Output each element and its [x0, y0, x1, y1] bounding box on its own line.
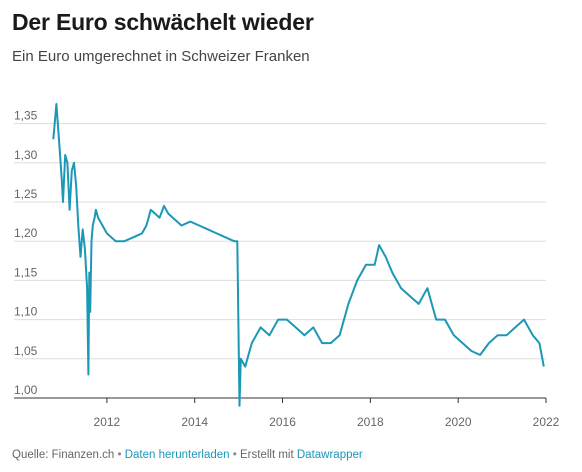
chart-title: Der Euro schwächelt wieder: [12, 9, 314, 35]
grid-lines: [14, 123, 546, 399]
y-tick-label: 1,05: [14, 344, 38, 358]
x-tick-label: 2016: [269, 415, 296, 429]
source-footer: Quelle: Finanzen.ch • Daten herunterlade…: [12, 449, 363, 461]
series-layer: [52, 103, 545, 407]
y-tick-label: 1,00: [14, 383, 38, 397]
y-axis-ticks: 1,00 1,05 1,10 1,15 1,20 1,25 1,30 1,35: [14, 109, 38, 397]
line-chart: 1,001,051,101,151,201,251,301,35 2012 201…: [14, 103, 560, 429]
y-tick-label: 1,20: [14, 226, 38, 240]
x-tick-label: 2020: [445, 415, 472, 429]
chart-subtitle: Ein Euro umgerechnet in Schweizer Franke…: [12, 48, 310, 65]
separator: •: [229, 449, 240, 461]
x-tick-label: 2018: [357, 415, 384, 429]
y-tick-label: 1,10: [14, 305, 38, 319]
y-tick-label: 1,15: [14, 265, 38, 279]
x-tick-label: 2012: [94, 415, 121, 429]
separator: •: [114, 449, 125, 461]
y-tick-label: 1,30: [14, 148, 38, 162]
source-text: Quelle: Finanzen.ch: [12, 449, 115, 461]
datawrapper-link[interactable]: Datawrapper: [296, 449, 363, 461]
x-tick-label: 2014: [181, 415, 208, 429]
download-data-link[interactable]: Daten herunterladen: [124, 449, 230, 461]
y-tick-label: 1,35: [14, 109, 38, 123]
created-with-text: Erstellt mit: [240, 449, 297, 461]
x-axis-ticks: 2012 2014 2016 2018 2020 2022: [94, 398, 560, 429]
x-tick-label: 2022: [533, 415, 560, 429]
y-tick-label: 1,25: [14, 187, 38, 201]
series-line: [52, 103, 545, 407]
